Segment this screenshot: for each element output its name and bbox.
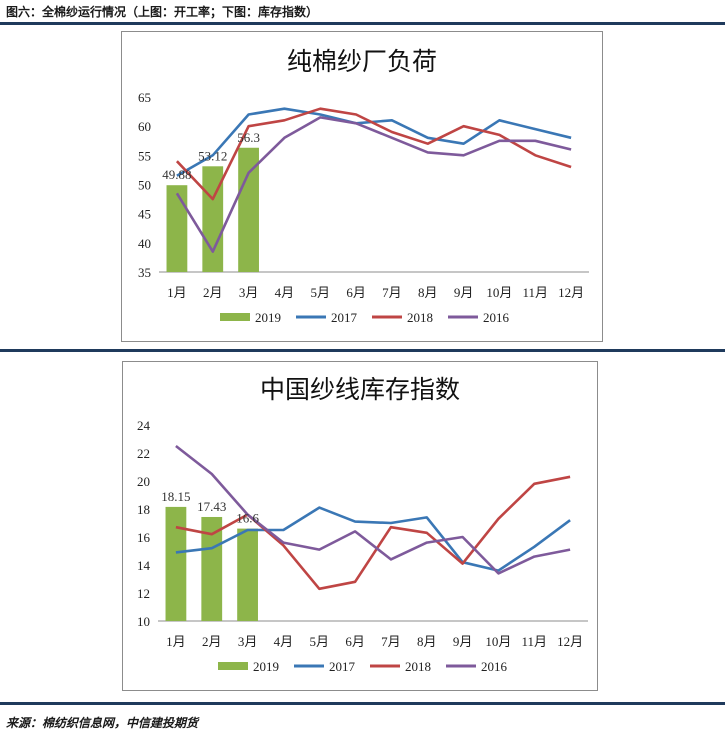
y-tick-label: 16 (137, 530, 151, 545)
x-tick-label: 11月 (522, 285, 548, 300)
bar-data-label: 49.88 (162, 167, 191, 182)
line-series-2016 (175, 444, 571, 575)
x-tick-label: 1月 (167, 285, 187, 300)
bottom-rule (0, 702, 725, 705)
bar-data-label: 16.6 (236, 511, 259, 526)
x-tick-label: 8月 (417, 634, 437, 649)
bar-data-label: 17.43 (197, 499, 226, 514)
legend-swatch-2019 (218, 662, 248, 670)
bar-data-label: 56.3 (237, 130, 260, 145)
bar-2019 (237, 528, 258, 621)
y-tick-label: 14 (137, 558, 151, 573)
line-series-2018 (175, 475, 571, 591)
legend-label-2019: 2019 (253, 659, 279, 674)
top-rule (0, 22, 725, 25)
y-tick-label: 55 (138, 148, 151, 163)
bar-2019 (238, 147, 259, 272)
line-series-2016 (175, 116, 572, 253)
source-note: 来源：棉纺织信息网，中信建投期货 (6, 716, 199, 730)
line-series-2017 (176, 107, 572, 177)
chart-title: 纯棉纱厂负荷 (287, 47, 437, 76)
legend-label-2016: 2016 (481, 659, 508, 674)
middle-rule (0, 349, 725, 352)
x-tick-label: 4月 (274, 634, 294, 649)
y-tick-label: 45 (138, 207, 151, 222)
y-tick-label: 10 (137, 614, 150, 629)
x-tick-label: 9月 (454, 285, 474, 300)
figure-caption: 图六：全棉纱运行情况（上图：开工率；下图：库存指数） (6, 5, 319, 19)
line-series-2018 (175, 107, 572, 201)
x-tick-label: 6月 (345, 634, 365, 649)
inventory-index-chart: 中国纱线库存指数 10 12 14 16 18 20 22 24 1月 2月 3月 4月 5月 6月 7月 8月… (137, 375, 588, 674)
bar-data-label: 18.15 (161, 489, 190, 504)
y-tick-label: 50 (138, 178, 151, 193)
chart-panel-inventory-index: 中国纱线库存指数 10 12 14 16 18 20 22 24 1月 2月 3月 4月 5月 6月 7月 8月… (122, 361, 598, 691)
x-tick-label: 3月 (239, 285, 259, 300)
x-tick-label: 12月 (558, 285, 584, 300)
legend-swatch-2019 (220, 313, 250, 321)
x-tick-label: 2月 (202, 634, 222, 649)
legend-label-2018: 2018 (405, 659, 431, 674)
x-tick-label: 11月 (521, 634, 547, 649)
x-tick-label: 9月 (453, 634, 473, 649)
x-tick-label: 10月 (486, 285, 512, 300)
y-tick-label: 40 (138, 236, 151, 251)
bar-2019 (166, 185, 188, 272)
legend-label-2019: 2019 (255, 310, 281, 325)
legend-label-2017: 2017 (329, 659, 356, 674)
y-tick-label: 65 (138, 90, 151, 105)
y-tick-label: 12 (137, 586, 150, 601)
y-tick-label: 18 (137, 502, 150, 517)
x-tick-label: 4月 (275, 285, 295, 300)
legend-label-2018: 2018 (407, 310, 433, 325)
chart-title: 中国纱线库存指数 (260, 375, 460, 404)
x-tick-label: 8月 (418, 285, 438, 300)
y-tick-label: 60 (138, 119, 151, 134)
load-rate-chart: 纯棉纱厂负荷 35 40 45 50 55 60 65 1月 2月 3月 4月 5月 6月 7月 8月 9月 10… (138, 47, 589, 325)
bar-2019 (201, 516, 223, 621)
x-tick-label: 5月 (309, 634, 329, 649)
y-tick-label: 24 (137, 418, 151, 433)
legend-label-2017: 2017 (331, 310, 358, 325)
x-tick-label: 2月 (203, 285, 223, 300)
chart-panel-load-rate: 纯棉纱厂负荷 35 40 45 50 55 60 65 1月 2月 3月 4月 5月 6月 7月 8月 9月 10… (121, 31, 603, 342)
bar-data-label: 53.12 (198, 148, 227, 163)
x-tick-label: 6月 (346, 285, 366, 300)
x-tick-label: 1月 (166, 634, 186, 649)
x-tick-label: 7月 (382, 285, 402, 300)
x-tick-label: 7月 (381, 634, 401, 649)
bar-2019 (165, 506, 187, 621)
y-tick-label: 35 (138, 265, 151, 280)
legend-label-2016: 2016 (483, 310, 510, 325)
x-tick-label: 12月 (557, 634, 583, 649)
x-tick-label: 5月 (310, 285, 330, 300)
line-series-2017 (175, 506, 571, 572)
y-tick-label: 20 (137, 474, 150, 489)
x-tick-label: 10月 (485, 634, 511, 649)
x-tick-label: 3月 (238, 634, 258, 649)
y-tick-label: 22 (137, 446, 150, 461)
